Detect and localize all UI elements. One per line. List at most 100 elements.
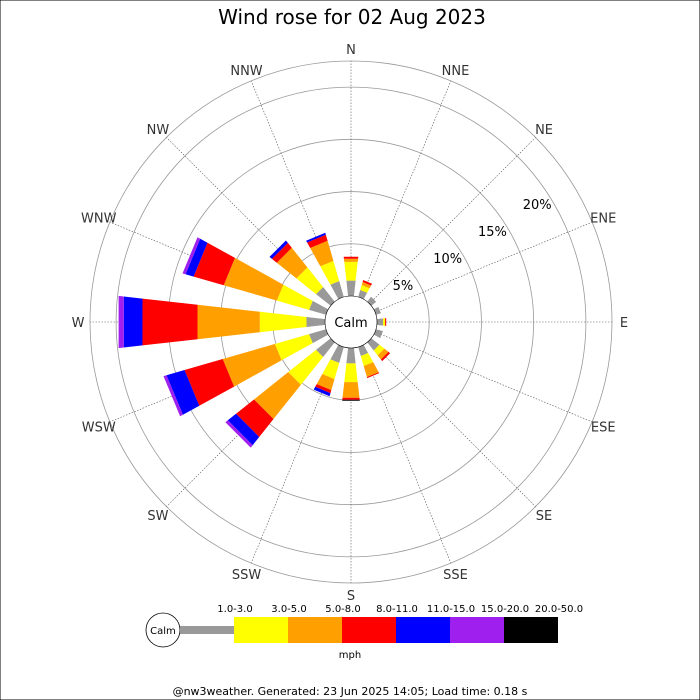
spoke-ene (374, 221, 593, 313)
direction-label-sse: SSE (443, 568, 468, 583)
direction-label-ene: ENE (590, 212, 616, 227)
bar-series (118, 232, 391, 448)
footer-text: @nw3weather. Generated: 23 Jun 2025 14:0… (173, 685, 528, 698)
bar-stack-nw (269, 240, 335, 306)
bar-segment-sw-8.0-11.0 (236, 399, 274, 437)
bar-segment-sse-8.0-11.0 (366, 372, 380, 379)
bar-stack-ssw (313, 344, 344, 397)
bar-segment-s-20.0-50.0 (342, 399, 360, 401)
legend-unit: mph (339, 650, 361, 661)
direction-label-wnw: WNW (81, 212, 117, 227)
legend: Calm mph 1.0-3.0 3.0-5.0 5.0-8.0 8.0-11.0 11… (145, 604, 583, 661)
bar-segment-e-8.0-11.0 (385, 318, 387, 326)
legend-swatch-8.0-11.0 (342, 617, 396, 643)
spoke-nne (360, 80, 452, 299)
spoke-se (369, 340, 536, 507)
bar-segment-w-11.0-15.0 (123, 296, 143, 348)
bar-segment-n-3.0-5.0 (344, 261, 358, 281)
bar-stack-sse (358, 344, 380, 379)
bar-segment-n-8.0-11.0 (343, 256, 359, 259)
radial-label-10: 10% (433, 252, 462, 267)
bar-segment-wnw-11.0-15.0 (185, 238, 208, 277)
bar-segment-wsw-11.0-15.0 (166, 370, 200, 415)
bar-segment-s-1.0-3.0 (346, 347, 356, 364)
bar-segment-wsw-5.0-8.0 (222, 344, 282, 387)
bar-stack-wsw (163, 329, 329, 417)
direction-label-se: SE (536, 509, 552, 524)
legend-swatch-15.0-20.0 (450, 617, 504, 643)
bar-segment-ssw-5.0-8.0 (316, 374, 335, 391)
bar-segment-ssw-3.0-5.0 (322, 359, 340, 380)
grid-ring-20 (115, 86, 587, 558)
bar-segment-sw-11.0-15.0 (227, 413, 260, 446)
bar-segment-w-5.0-8.0 (197, 304, 260, 340)
legend-label-1.0-3.0: 1.0-3.0 (217, 604, 252, 615)
bar-segment-nw-8.0-11.0 (271, 242, 292, 263)
direction-label-ssw: SSW (232, 568, 262, 583)
direction-label-nne: NNE (442, 64, 470, 79)
spoke-sse (360, 345, 452, 564)
bar-segment-nnw-8.0-11.0 (307, 234, 328, 248)
spoke-ese (374, 331, 593, 423)
bar-segment-s-5.0-8.0 (342, 382, 360, 398)
legend-label-11.0-15.0: 11.0-15.0 (427, 604, 475, 615)
bar-segment-nw-3.0-5.0 (296, 267, 324, 295)
bar-segment-nne-1.0-3.0 (358, 290, 368, 300)
bar-segment-ssw-1.0-3.0 (330, 344, 344, 363)
calm-label: Calm (334, 316, 367, 331)
bar-segment-sw-1.0-3.0 (316, 338, 335, 357)
bar-segment-e-1.0-3.0 (376, 318, 384, 326)
direction-label-nnw: NNW (230, 64, 262, 79)
bar-segment-sse-1.0-3.0 (358, 344, 369, 356)
bar-stack-e (376, 318, 387, 326)
bar-stack-se (367, 338, 391, 362)
bar-segment-w-15.0-20.0 (118, 295, 124, 349)
bar-segment-ese-1.0-3.0 (373, 329, 383, 339)
direction-label-ese: ESE (591, 420, 616, 435)
bar-segment-se-5.0-8.0 (377, 348, 389, 360)
bar-segment-se-8.0-11.0 (380, 351, 391, 362)
legend-swatch-1.0-3.0 (180, 626, 234, 634)
bar-segment-se-3.0-5.0 (373, 344, 385, 356)
bar-segment-wsw-3.0-5.0 (274, 334, 313, 361)
radial-tick-labels: 5% 10% 15% 20% (393, 198, 552, 294)
bar-stack-n (343, 256, 359, 297)
bar-segment-sse-5.0-8.0 (363, 362, 379, 378)
bar-segment-wnw-1.0-3.0 (309, 300, 329, 315)
bar-segment-sw-15.0-20.0 (225, 420, 253, 448)
bar-segment-nne-5.0-8.0 (361, 282, 372, 289)
bar-segment-sw-3.0-5.0 (288, 349, 324, 385)
bar-segment-wnw-8.0-11.0 (193, 242, 235, 286)
bar-segment-sw-5.0-8.0 (254, 372, 301, 419)
bar-segment-wsw-1.0-3.0 (309, 329, 329, 344)
bar-segment-w-3.0-5.0 (259, 311, 307, 333)
legend-swatch-5.0-8.0 (288, 617, 342, 643)
bar-segment-e-3.0-5.0 (383, 318, 386, 326)
bar-segment-wnw-3.0-5.0 (276, 284, 313, 310)
radial-label-20: 20% (523, 198, 552, 213)
bar-segment-w-8.0-11.0 (142, 298, 198, 346)
legend-calm-label: Calm (150, 626, 176, 637)
direction-label-nw: NW (147, 123, 170, 138)
calm-center: Calm (324, 295, 378, 349)
bar-segment-n-5.0-8.0 (343, 258, 359, 262)
bar-segment-ssw-8.0-11.0 (315, 384, 332, 394)
bar-segment-wsw-8.0-11.0 (184, 359, 235, 406)
bar-segment-wnw-15.0-20.0 (182, 237, 201, 275)
direction-label-wsw: WSW (82, 420, 116, 435)
legend-swatch-11.0-15.0 (396, 617, 450, 643)
direction-label-sw: SW (147, 509, 168, 524)
direction-label-ne: NE (535, 123, 553, 138)
legend-label-15.0-20.0: 15.0-20.0 (481, 604, 529, 615)
bar-stack-ese (373, 329, 383, 339)
legend-swatch-3.0-5.0 (234, 617, 288, 643)
bar-stack-wnw (182, 237, 329, 315)
legend-label-20.0-50.0: 20.0-50.0 (535, 604, 583, 615)
bar-segment-nnw-11.0-15.0 (306, 232, 326, 243)
direction-label-w: W (72, 316, 85, 331)
bar-segment-s-8.0-11.0 (342, 397, 360, 400)
legend-swatch-20.0-50.0 (504, 617, 558, 643)
bar-stack-sw (225, 338, 335, 448)
chart-title: Wind rose for 02 Aug 2023 (218, 5, 486, 29)
